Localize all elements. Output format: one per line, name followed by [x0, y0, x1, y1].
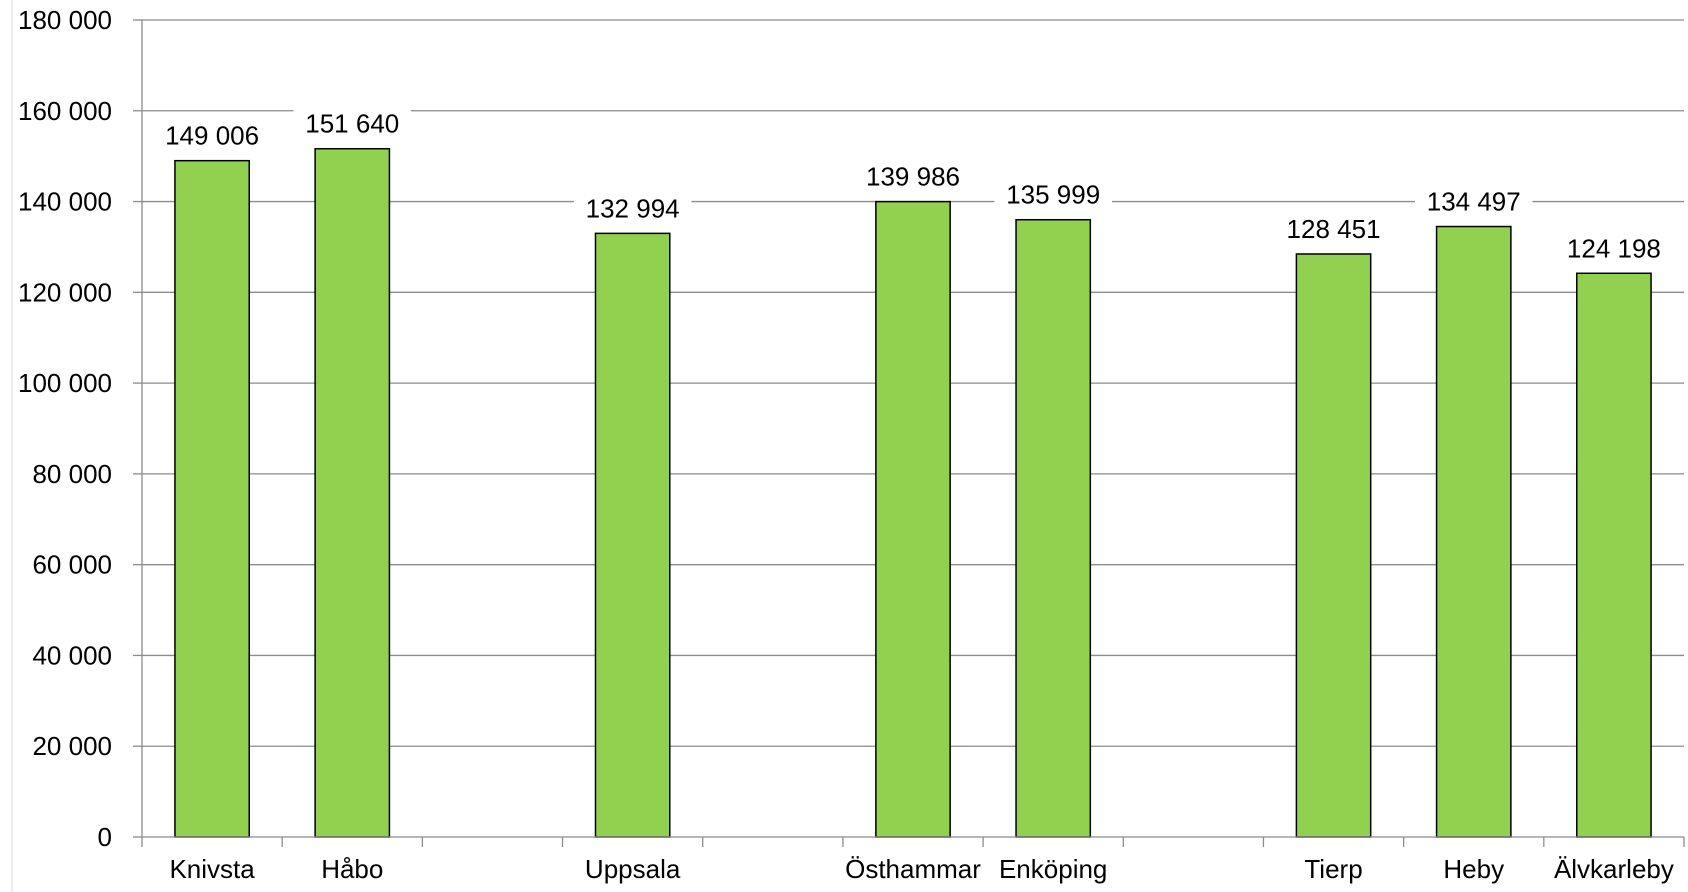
data-label-background: [293, 104, 412, 143]
x-category-label: Knivsta: [169, 854, 255, 884]
x-category-label: Älvkarleby: [1554, 854, 1674, 884]
data-label: 149 006: [165, 121, 259, 151]
y-tick-label: 140 000: [18, 187, 112, 217]
x-category-label: Enköping: [999, 854, 1107, 884]
bar: [594, 232, 671, 838]
bar: [1576, 272, 1652, 838]
y-tick-label: 160 000: [18, 96, 112, 126]
bar: [314, 147, 391, 838]
data-label: 128 451: [1287, 214, 1381, 244]
data-labels: 149 006 151 640 132 994 139 986 135 999 128 4…: [153, 104, 1673, 268]
data-label: 124 198: [1567, 233, 1661, 263]
y-tick-label: 120 000: [18, 277, 112, 307]
data-label: 151 640: [305, 109, 399, 139]
bar: [875, 200, 951, 838]
x-category-label: Uppsala: [585, 854, 681, 884]
x-axis: Knivsta Håbo Uppsala Östhammar Enköping Tierp…: [141, 836, 1685, 884]
y-tick-label: 180 000: [18, 5, 112, 35]
bar: [1015, 218, 1092, 838]
x-category-label: Heby: [1443, 854, 1504, 884]
bar: [1435, 225, 1512, 838]
data-label-background: [854, 157, 972, 196]
data-label-background: [1414, 182, 1533, 221]
data-label: 132 994: [586, 193, 680, 223]
y-tick-label: 0: [98, 822, 112, 852]
bar: [1295, 253, 1372, 838]
y-tick-label: 20 000: [32, 731, 112, 761]
data-label-background: [573, 189, 692, 228]
data-label-background: [1555, 229, 1673, 268]
y-axis-ticks: 0 20 000 40 000 60 000 80 000 100 000 120 000 1…: [18, 5, 143, 852]
y-tick-label: 80 000: [32, 459, 112, 489]
x-category-label: Östhammar: [845, 854, 981, 884]
data-label: 134 497: [1427, 187, 1521, 217]
data-label-background: [153, 116, 271, 155]
bar: [174, 159, 250, 838]
y-tick-label: 60 000: [32, 550, 112, 580]
x-category-label: Håbo: [321, 854, 383, 884]
x-category-label: Tierp: [1304, 854, 1362, 884]
y-tick-label: 40 000: [32, 640, 112, 670]
data-label-background: [1274, 209, 1393, 248]
y-tick-label: 100 000: [18, 368, 112, 398]
data-label: 139 986: [866, 162, 960, 192]
data-label: 135 999: [1006, 180, 1100, 210]
data-label-background: [994, 175, 1112, 214]
bars: [174, 147, 1652, 838]
